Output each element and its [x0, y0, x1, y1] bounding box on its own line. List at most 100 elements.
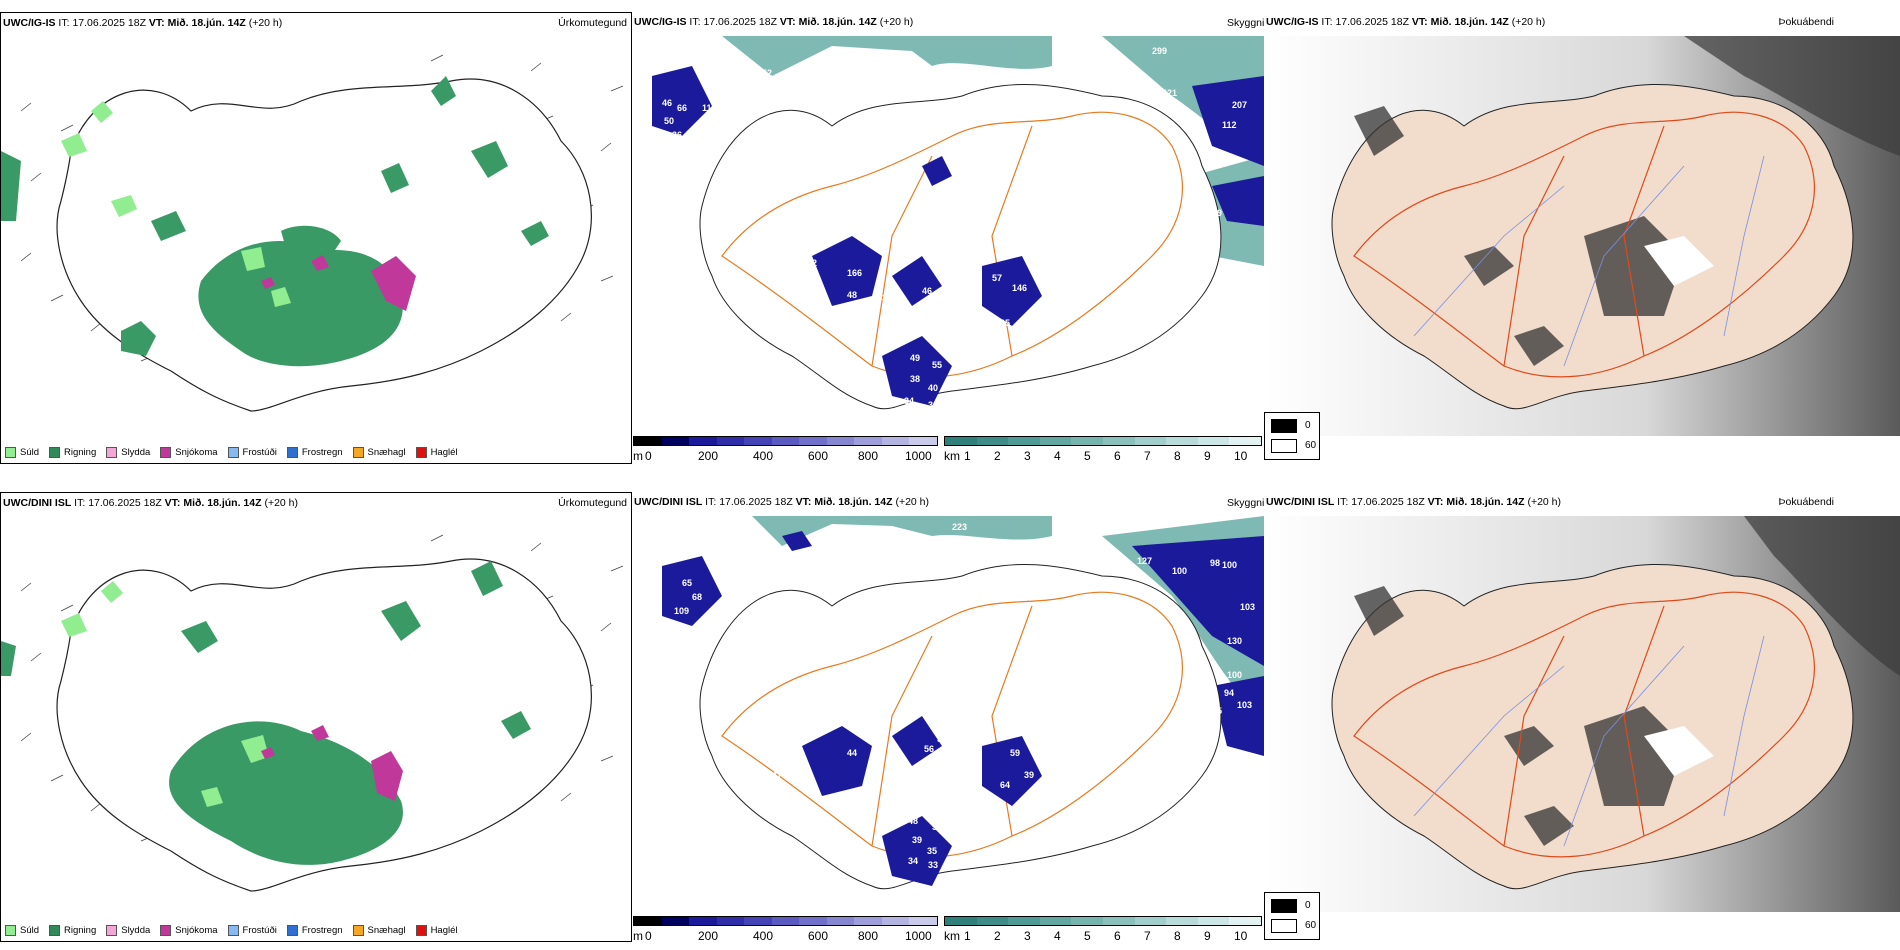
ceiling-tick: 200 [698, 929, 719, 942]
low-ceiling-blobs [802, 716, 1042, 886]
visibility-tick: 3 [1024, 929, 1031, 942]
visibility-tick: 5 [1084, 929, 1091, 942]
vis-value: 166 [1052, 778, 1067, 788]
visibility-tick: 1 [964, 449, 971, 463]
vis-value: 130 [1227, 636, 1242, 646]
vis-value: 54 [937, 734, 947, 744]
vis-value: 59 [1010, 748, 1020, 758]
fog-key-value: 0 [1305, 420, 1311, 431]
ceiling-tick: 400 [753, 449, 774, 463]
vis-value: 56 [924, 744, 934, 754]
vis-value: 60 [792, 550, 802, 560]
visibility-tick: 5 [1084, 449, 1091, 463]
vis-value: 34 [928, 400, 938, 410]
vis-value: 53 [996, 730, 1006, 740]
legend-item: Rigning [49, 447, 96, 458]
vis-value: 40 [928, 383, 938, 393]
vis-value: 206 [1030, 308, 1045, 318]
legend-item: Frostregn [286, 447, 343, 458]
vis-value: 49 [910, 353, 920, 363]
vis-value: 44 [847, 748, 857, 758]
legend-item: Haglél [415, 447, 458, 458]
vis-value: 35 [927, 846, 937, 856]
visibility-tick: 6 [1114, 449, 1121, 463]
panel-header: UWC/DINI ISL IT: 17.06.2025 18Z VT: Mið.… [1266, 496, 1562, 508]
vis-value: 207 [1232, 100, 1247, 110]
vis-value: 302 [887, 338, 902, 348]
vis-value: 205 [727, 93, 742, 103]
visibility-tick: 9 [1204, 449, 1211, 463]
ceiling-colorbar: m 0 200 400 600 800 1000 [633, 916, 943, 942]
legend-item: Súld [5, 447, 39, 458]
vis-value: 156 [807, 546, 822, 556]
panel-header: UWC/IG-IS IT: 17.06.2025 18Z VT: Mið. 18… [1266, 16, 1546, 28]
ceiling-tick: 400 [753, 929, 774, 942]
vis-value: 47 [772, 770, 782, 780]
ceiling-unit: m [633, 449, 643, 463]
vis-value: 55 [932, 360, 942, 370]
legend-item: Frostúði [227, 925, 277, 936]
vis-value: 49 [1212, 208, 1222, 218]
vis-value: 57 [782, 754, 792, 764]
visibility-tick: 6 [1114, 929, 1121, 942]
vis-value: 356 [906, 780, 921, 790]
vis-value: 50 [732, 248, 742, 258]
legend-item: Snjókoma [160, 925, 218, 936]
vis-value: 146 [1012, 283, 1027, 293]
visibility-colorbar: km 1 2 3 4 5 6 7 8 9 10 [944, 436, 1264, 464]
precip-legend: Súld Rigning Slydda Snjókoma Frostúði Fr… [5, 447, 458, 458]
legend-item: Snæhagl [352, 925, 406, 936]
vis-value: 685 [900, 328, 915, 338]
vis-value: 45 [872, 740, 882, 750]
product-type-label: Þokuábendi [1778, 16, 1834, 28]
vis-value: 223 [952, 522, 967, 532]
visibility-tick: 7 [1144, 929, 1151, 942]
vis-value: 68 [692, 592, 702, 602]
precip-legend: Súld Rigning Slydda Snjókoma Frostúði Fr… [5, 925, 458, 936]
fog-map [1264, 516, 1900, 912]
rain-areas [1, 561, 531, 865]
legend-item: Slydda [106, 447, 150, 458]
vis-value: 50 [664, 116, 674, 126]
product-type-label: Úrkomutegund [558, 497, 627, 509]
panel-header: UWC/DINI ISL IT: 17.06.2025 18Z VT: Mið.… [634, 496, 930, 508]
visibility-tick: 4 [1054, 449, 1061, 463]
vis-value: 39 [912, 835, 922, 845]
vis-value: 46 [922, 286, 932, 296]
ceiling-tick: 600 [808, 929, 829, 942]
ceiling-tick: 0 [645, 929, 652, 942]
vis-value: 48 [847, 290, 857, 300]
product-type-label: Skyggni [1227, 17, 1265, 29]
precip-panel-bottom: UWC/DINI ISL IT: 17.06.2025 18Z VT: Mið.… [0, 492, 632, 942]
ceiling-tick: 1000 [905, 929, 932, 942]
snow-areas [261, 725, 403, 801]
ceiling-tick: 800 [858, 449, 879, 463]
ceiling-tick: 600 [808, 449, 829, 463]
legend-item: Súld [5, 925, 39, 936]
visibility-colorbar: km 1 2 3 4 5 6 7 8 9 10 [944, 916, 1264, 942]
vis-value: 100 [1227, 670, 1242, 680]
iceland-outline [699, 564, 1222, 890]
fog-key: 0 60 [1264, 892, 1320, 940]
legend-item: Frostúði [227, 447, 277, 458]
precip-map [1, 534, 624, 892]
visibility-tick: 7 [1144, 449, 1151, 463]
vis-value: 56 [807, 326, 817, 336]
visibility-tick: 10 [1234, 929, 1248, 942]
vis-value: 34 [908, 856, 918, 866]
visibility-unit: km [944, 449, 960, 463]
fog-key-value: 60 [1305, 920, 1317, 931]
vis-value: 60 [692, 158, 702, 168]
visibility-tick: 9 [1204, 929, 1211, 942]
visibility-tick: 10 [1234, 449, 1248, 463]
fog-key-swatch [1271, 439, 1297, 453]
legend-item: Frostregn [286, 925, 343, 936]
vis-value: 81 [844, 313, 854, 323]
vis-value: 48 [908, 816, 918, 826]
vis-value: 36 [672, 130, 682, 140]
fog-key-swatch [1271, 419, 1297, 433]
legend-item: Rigning [49, 925, 96, 936]
visibility-map: 52 179 299 421 207 112 46 66 205 50 118 … [652, 36, 1264, 410]
vis-value: 59 [942, 278, 952, 288]
vis-value: 65 [1000, 318, 1010, 328]
